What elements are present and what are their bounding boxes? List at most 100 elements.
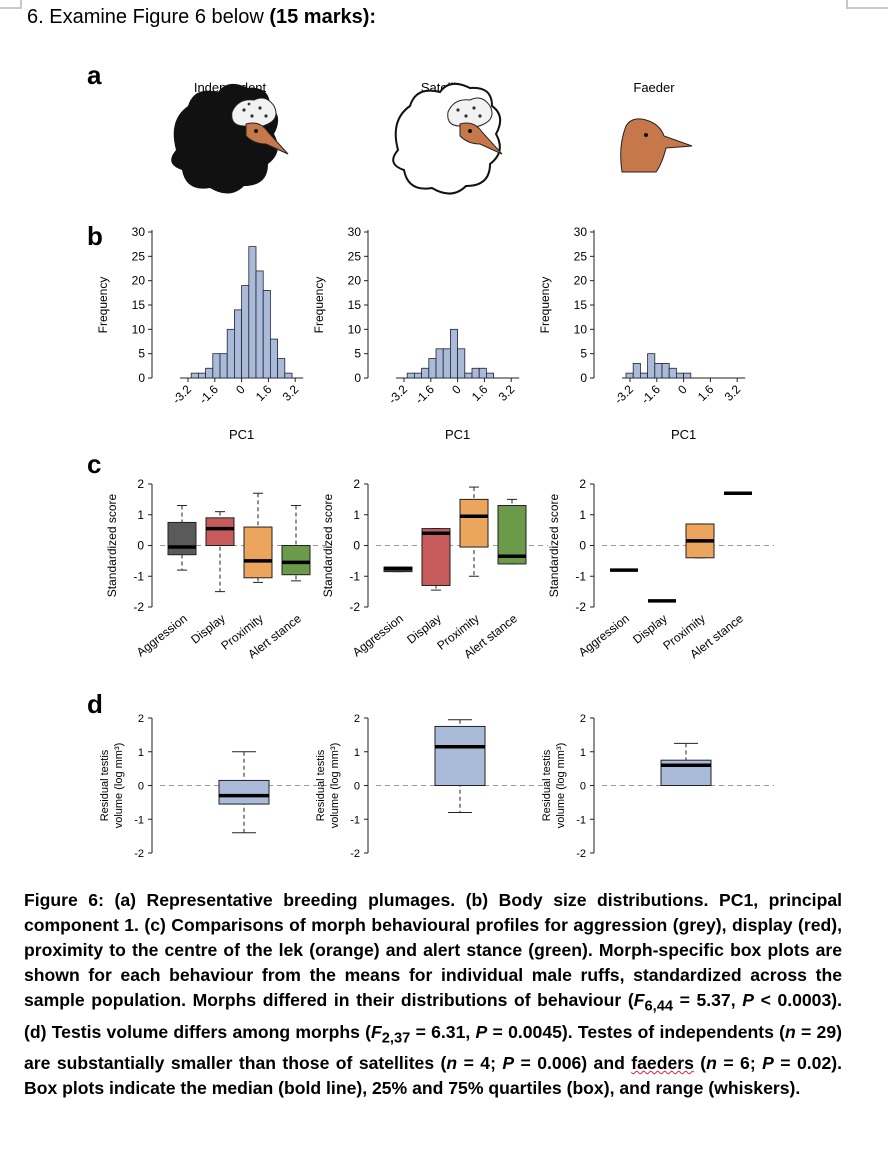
y-tick-label: 15 bbox=[574, 298, 588, 312]
faeder-ruff-illustration bbox=[620, 118, 693, 173]
y-tick-label: 30 bbox=[348, 225, 362, 239]
caption-part: = 6; bbox=[716, 1053, 763, 1074]
histogram-bar bbox=[190, 372, 199, 379]
histogram-bar bbox=[219, 353, 228, 379]
y-axis-title-line1: Residual testis bbox=[315, 749, 327, 821]
histogram-independent: 0 5 10 15 20 25 30 Frequency -3.2 -1.6 0 1.6 3.2 PC1 bbox=[96, 225, 304, 442]
caption-part: = 0.006) and bbox=[514, 1053, 632, 1074]
morph-title-faeder: Faeder bbox=[633, 80, 675, 95]
caption-stat: P bbox=[502, 1053, 515, 1074]
y-tick-label: 2 bbox=[137, 477, 144, 491]
histogram-bar bbox=[226, 328, 235, 379]
x-tick-label: 1.6 bbox=[253, 382, 275, 404]
x-tick-label: 3.2 bbox=[722, 382, 744, 404]
iqr-box bbox=[497, 505, 527, 565]
histogram-bar bbox=[248, 246, 257, 379]
x-tick-label: -3.2 bbox=[612, 382, 637, 407]
caption-part: = 4; bbox=[457, 1053, 503, 1074]
y-tick-label: 5 bbox=[354, 347, 361, 361]
y-tick-label: 20 bbox=[132, 274, 146, 288]
y-tick-label: -2 bbox=[134, 848, 144, 860]
caption-part: = 0.0045). Testes of independents ( bbox=[487, 1021, 785, 1042]
caption-part: Figure 6: (a) Representative breeding pl… bbox=[24, 890, 842, 935]
histogram-bar bbox=[449, 328, 458, 379]
y-tick-label: 5 bbox=[138, 347, 145, 361]
histogram-bar bbox=[255, 270, 264, 379]
y-tick-label: 1 bbox=[353, 508, 360, 522]
caption-part: ( bbox=[693, 1053, 707, 1074]
y-tick-label: 0 bbox=[354, 781, 360, 793]
x-tick-label: -3.2 bbox=[386, 382, 411, 407]
histogram-bar bbox=[262, 289, 271, 379]
caption-emphasis: proximity to the centre of the lek bbox=[24, 940, 304, 960]
y-tick-label: 1 bbox=[138, 747, 144, 759]
y-tick-label: -2 bbox=[576, 848, 586, 860]
y-tick-label: 25 bbox=[348, 249, 362, 263]
question-marks: (15 marks): bbox=[269, 6, 377, 28]
y-tick-label: 25 bbox=[132, 249, 146, 263]
y-tick-label: -1 bbox=[575, 569, 586, 583]
y-tick-label: -2 bbox=[350, 848, 360, 860]
histogram-bar bbox=[640, 372, 649, 379]
y-tick-label: -1 bbox=[576, 814, 586, 826]
x-axis-title: PC1 bbox=[671, 427, 696, 442]
y-tick-label: 10 bbox=[574, 322, 588, 336]
histogram-bar bbox=[205, 367, 214, 379]
caption-stat: n bbox=[785, 1021, 796, 1042]
figure-caption: Figure 6: (a) Representative breeding pl… bbox=[24, 888, 842, 1101]
x-tick-label: 0 bbox=[233, 382, 248, 397]
caption-part: (orange) and alert stance (green). Morph… bbox=[24, 940, 843, 1010]
y-tick-label: 1 bbox=[580, 747, 586, 759]
y-tick-label: -1 bbox=[133, 569, 144, 583]
y-tick-label: 10 bbox=[132, 322, 146, 336]
y-tick-label: -2 bbox=[575, 600, 586, 614]
histogram-bar bbox=[625, 372, 634, 379]
histogram-bar bbox=[668, 367, 677, 379]
x-tick-label: -1.6 bbox=[196, 382, 221, 407]
y-axis-title: Frequency bbox=[312, 277, 326, 334]
window-corner-right bbox=[846, 0, 888, 9]
y-tick-label: 2 bbox=[580, 713, 586, 725]
x-tick-label: 0 bbox=[675, 382, 690, 397]
x-tick-label: 0 bbox=[449, 382, 464, 397]
histogram-bar bbox=[413, 372, 422, 379]
question-text: 6. Examine Figure 6 below bbox=[27, 6, 270, 28]
iqr-box bbox=[218, 779, 270, 805]
iqr-box bbox=[205, 517, 235, 547]
histogram-bar bbox=[654, 362, 663, 379]
y-tick-label: 1 bbox=[137, 508, 144, 522]
iqr-box bbox=[421, 528, 451, 586]
caption-stat: F bbox=[371, 1021, 382, 1042]
panel-label-a: a bbox=[87, 60, 102, 90]
y-axis-title-line1: Residual testis bbox=[99, 749, 111, 821]
category-label: Aggression bbox=[134, 611, 190, 659]
x-tick-label: -3.2 bbox=[170, 382, 195, 407]
caption-subscript: 2,37 bbox=[381, 1030, 411, 1047]
caption-subscript: 6,44 bbox=[644, 998, 673, 1015]
y-axis-title: Frequency bbox=[96, 277, 110, 334]
y-tick-label: 0 bbox=[138, 371, 145, 385]
caption-part: = 0.02). Box plots indicate the median (… bbox=[24, 1053, 842, 1099]
y-tick-label: 0 bbox=[138, 781, 144, 793]
histogram-bar bbox=[212, 353, 221, 379]
panel-label-d: d bbox=[87, 689, 103, 719]
histogram-bar bbox=[676, 372, 685, 379]
histogram-bar bbox=[683, 372, 692, 379]
histogram-bar bbox=[241, 285, 250, 379]
iqr-box bbox=[243, 526, 273, 579]
y-tick-label: 25 bbox=[574, 249, 588, 263]
independent-ruff-illustration bbox=[171, 83, 289, 194]
iqr-box bbox=[167, 521, 197, 556]
y-tick-label: -1 bbox=[350, 814, 360, 826]
y-tick-label: 15 bbox=[132, 298, 146, 312]
y-tick-label: 0 bbox=[353, 539, 360, 553]
histogram-bar bbox=[485, 372, 494, 379]
y-tick-label: 30 bbox=[132, 225, 146, 239]
y-tick-label: 2 bbox=[138, 713, 144, 725]
y-tick-label: 2 bbox=[579, 477, 586, 491]
caption-spellcheck-word: faeders bbox=[631, 1053, 694, 1074]
caption-stat: n bbox=[446, 1053, 458, 1074]
